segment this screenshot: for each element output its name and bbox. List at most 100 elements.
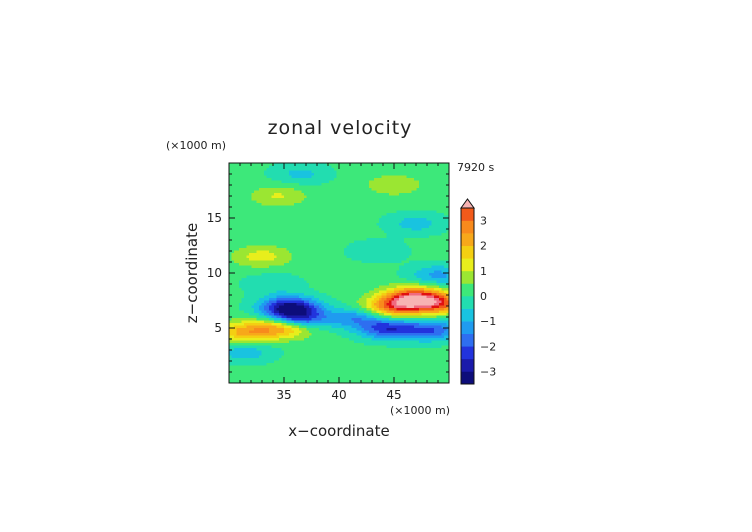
field-cell (429, 165, 432, 169)
field-cell (269, 265, 272, 269)
field-cell (419, 258, 422, 261)
field-cell (256, 278, 260, 281)
field-cell (269, 285, 272, 289)
field-cell (279, 175, 282, 179)
field-cell (266, 270, 270, 274)
field-cell (391, 290, 395, 294)
field-cell (434, 248, 437, 251)
field-cell (241, 255, 245, 259)
field-cell (411, 265, 415, 269)
field-cell (416, 293, 420, 296)
field-cell (366, 175, 370, 179)
field-cell (421, 183, 425, 186)
field-cell (276, 205, 280, 209)
field-cell (311, 258, 315, 261)
field-cell (234, 183, 237, 186)
field-cell (381, 233, 385, 236)
field-cell (389, 245, 392, 249)
field-cell (246, 288, 250, 291)
field-cell (251, 178, 255, 181)
field-cell (304, 228, 307, 231)
field-cell (384, 190, 387, 194)
field-cell (399, 298, 402, 301)
field-cell (359, 275, 362, 279)
field-cell (444, 275, 447, 279)
field-cell (396, 240, 400, 244)
field-cell (384, 223, 387, 226)
field-cell (284, 178, 287, 181)
field-cell (366, 223, 370, 226)
field-cell (294, 290, 297, 294)
field-cell (256, 288, 260, 291)
field-cell (391, 175, 395, 179)
field-cell (321, 210, 325, 214)
field-cell (234, 193, 237, 196)
field-cell (436, 300, 440, 304)
field-cell (376, 180, 380, 184)
field-cell (286, 208, 290, 211)
field-cell (346, 273, 350, 276)
field-cell (304, 218, 307, 221)
field-cell (321, 235, 325, 239)
field-cell (371, 240, 375, 244)
field-cell (274, 188, 277, 191)
field-cell (336, 215, 340, 219)
field-cell (421, 220, 425, 224)
field-cell (314, 225, 317, 229)
field-cell (446, 273, 449, 276)
field-cell (421, 283, 425, 286)
field-cell (276, 203, 280, 206)
field-cell (361, 180, 365, 184)
field-cell (289, 270, 292, 274)
field-cell (426, 203, 430, 206)
field-cell (376, 280, 380, 284)
field-cell (411, 225, 415, 229)
field-cell (391, 255, 395, 259)
field-cell (289, 255, 292, 259)
field-cell (299, 275, 302, 279)
field-cell (234, 200, 237, 204)
field-cell (424, 275, 427, 279)
field-cell (384, 250, 387, 254)
field-cell (271, 220, 275, 224)
field-cell (259, 183, 262, 186)
field-cell (256, 303, 260, 306)
field-cell (379, 190, 382, 194)
field-cell (381, 200, 385, 204)
field-cell (229, 183, 232, 186)
field-cell (356, 180, 360, 184)
field-cell (401, 255, 405, 259)
field-cell (381, 253, 385, 256)
field-cell (431, 230, 435, 234)
field-cell (239, 243, 242, 246)
field-cell (259, 270, 262, 274)
field-cell (376, 248, 380, 251)
field-cell (346, 165, 350, 169)
field-cell (314, 290, 317, 294)
field-cell (446, 188, 449, 191)
field-cell (426, 235, 430, 239)
field-cell (366, 235, 370, 239)
field-cell (234, 290, 237, 294)
field-cell (341, 285, 345, 289)
field-cell (271, 295, 275, 299)
field-cell (381, 165, 385, 169)
field-cell (304, 183, 307, 186)
field-cell (249, 238, 252, 241)
field-cell (369, 178, 372, 181)
field-cell (284, 223, 287, 226)
field-cell (389, 183, 392, 186)
field-cell (361, 163, 365, 166)
field-cell (271, 198, 275, 201)
field-cell (374, 180, 377, 184)
field-cell (426, 290, 430, 294)
field-cell (246, 210, 250, 214)
field-cell (396, 278, 400, 281)
field-cell (429, 188, 432, 191)
field-cell (329, 250, 332, 254)
field-cell (274, 260, 277, 264)
field-cell (316, 248, 320, 251)
field-cell (251, 265, 255, 269)
field-cell (231, 285, 235, 289)
field-cell (421, 190, 425, 194)
